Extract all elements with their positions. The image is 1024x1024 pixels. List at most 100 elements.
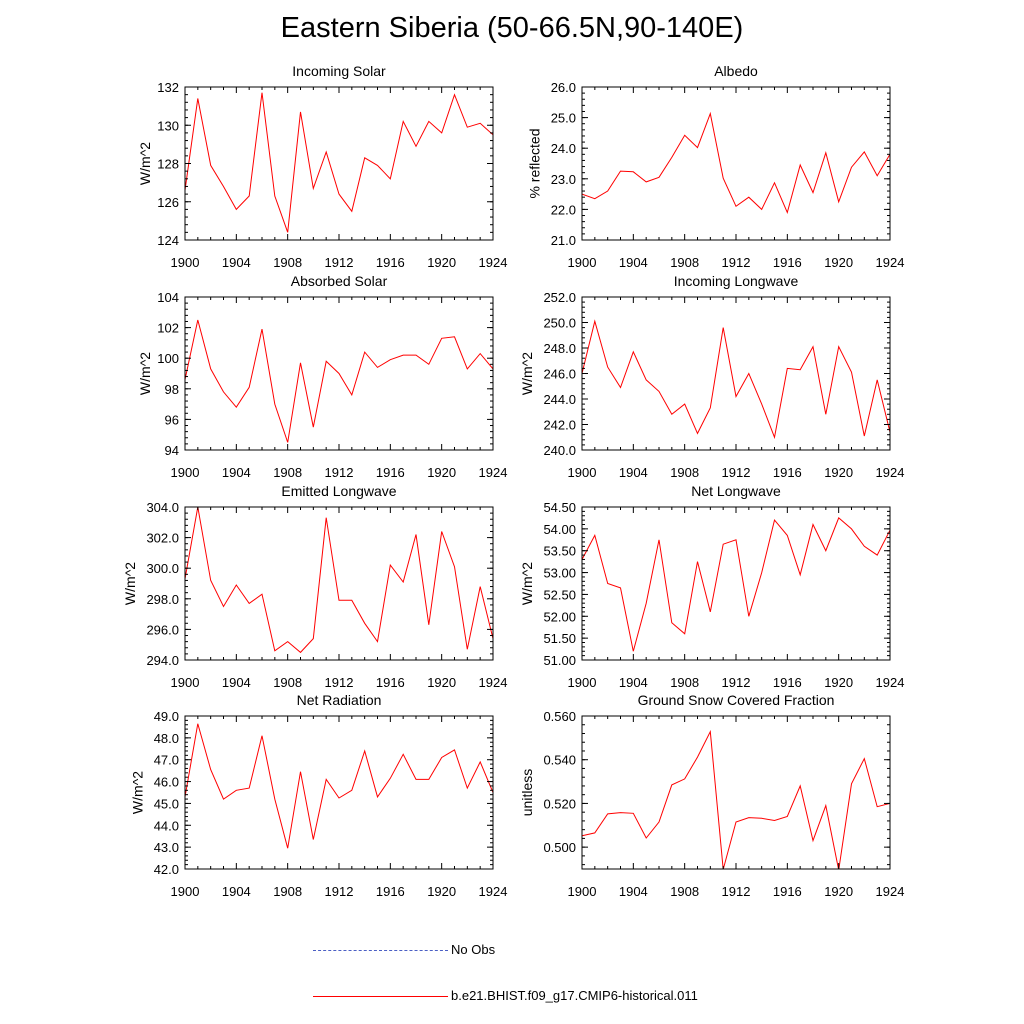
x-tick-label: 1900 xyxy=(171,255,200,270)
y-tick-label: 304.0 xyxy=(146,500,179,515)
x-tick-label: 1920 xyxy=(427,255,456,270)
x-tick-label: 1920 xyxy=(427,465,456,480)
chart-panel-1: 1900 1904 1908 1912 1916 1920 1924 124 126 128 130… xyxy=(137,63,507,270)
x-tick-label: 1912 xyxy=(325,884,354,899)
y-axis-label: W/m^2 xyxy=(519,352,535,395)
panel-title: Ground Snow Covered Fraction xyxy=(638,692,835,708)
x-tick-label: 1912 xyxy=(325,465,354,480)
x-tick-label: 1900 xyxy=(568,465,597,480)
series-line xyxy=(185,92,493,233)
panel-title: Albedo xyxy=(714,63,758,79)
y-tick-label: 49.0 xyxy=(154,709,179,724)
series-line xyxy=(185,507,493,654)
y-tick-label: 248.0 xyxy=(543,341,576,356)
legend-obs-label: No Obs xyxy=(451,942,496,957)
panel-title: Absorbed Solar xyxy=(291,273,388,289)
chart-panel-8: 1900 1904 1908 1912 1916 1920 1924 0.500 0.520 0.… xyxy=(519,692,904,899)
x-tick-label: 1900 xyxy=(171,675,200,690)
y-tick-label: 52.50 xyxy=(543,587,576,602)
series-line xyxy=(185,319,493,443)
y-tick-label: 54.50 xyxy=(543,500,576,515)
x-tick-label: 1912 xyxy=(722,675,751,690)
y-tick-label: 45.0 xyxy=(154,796,179,811)
x-tick-label: 1904 xyxy=(619,465,648,480)
y-tick-label: 102 xyxy=(157,321,179,336)
plot-frame xyxy=(184,506,494,661)
y-tick-label: 47.0 xyxy=(154,753,179,768)
plot-frame xyxy=(581,296,891,451)
y-tick-label: 44.0 xyxy=(154,818,179,833)
x-tick-label: 1916 xyxy=(773,675,802,690)
x-tick-label: 1908 xyxy=(273,255,302,270)
plot-frame xyxy=(184,86,494,241)
panel-title: Emitted Longwave xyxy=(281,483,396,499)
x-tick-label: 1900 xyxy=(568,884,597,899)
legend-model-line xyxy=(313,996,448,997)
x-tick-label: 1908 xyxy=(670,255,699,270)
chart-panel-5: 1900 1904 1908 1912 1916 1920 1924 294.0 296.0 29… xyxy=(122,483,507,690)
y-tick-label: 53.00 xyxy=(543,566,576,581)
chart-panel-7: 1900 1904 1908 1912 1916 1920 1924 42.0 43.0 44.0… xyxy=(130,692,508,899)
y-tick-label: 54.00 xyxy=(543,522,576,537)
chart-panel-4: 1900 1904 1908 1912 1916 1920 1924 240.0 242.0 24… xyxy=(519,273,904,480)
y-tick-label: 0.520 xyxy=(543,796,576,811)
y-tick-label: 244.0 xyxy=(543,392,576,407)
x-tick-label: 1924 xyxy=(479,675,508,690)
y-axis-label: % reflected xyxy=(527,128,543,198)
x-tick-label: 1904 xyxy=(619,675,648,690)
x-tick-label: 1916 xyxy=(376,884,405,899)
y-axis-label: W/m^2 xyxy=(519,562,535,605)
x-tick-label: 1920 xyxy=(824,675,853,690)
y-tick-label: 0.500 xyxy=(543,840,576,855)
y-tick-label: 252.0 xyxy=(543,290,576,305)
panel-title: Incoming Solar xyxy=(292,63,386,79)
x-tick-label: 1916 xyxy=(376,255,405,270)
y-tick-label: 100 xyxy=(157,351,179,366)
x-tick-label: 1912 xyxy=(325,255,354,270)
y-tick-label: 51.00 xyxy=(543,653,576,668)
y-tick-label: 21.0 xyxy=(551,233,576,248)
chart-panel-2: 1900 1904 1908 1912 1916 1920 1924 21.0 22.0 23.0… xyxy=(527,63,905,270)
plot-frame xyxy=(184,715,494,870)
x-tick-label: 1912 xyxy=(722,255,751,270)
x-tick-label: 1912 xyxy=(722,465,751,480)
x-tick-label: 1904 xyxy=(222,255,251,270)
y-axis-label: W/m^2 xyxy=(137,142,153,185)
series-line xyxy=(582,319,890,440)
y-tick-label: 242.0 xyxy=(543,418,576,433)
y-tick-label: 296.0 xyxy=(146,622,179,637)
y-tick-label: 48.0 xyxy=(154,731,179,746)
plot-frame xyxy=(581,715,891,870)
x-tick-label: 1912 xyxy=(325,675,354,690)
x-tick-label: 1900 xyxy=(171,884,200,899)
y-tick-label: 43.0 xyxy=(154,840,179,855)
panel-title: Net Radiation xyxy=(297,692,382,708)
y-tick-label: 132 xyxy=(157,80,179,95)
series-line xyxy=(582,517,890,652)
panel-title: Net Longwave xyxy=(691,483,781,499)
x-tick-label: 1904 xyxy=(222,675,251,690)
x-tick-label: 1908 xyxy=(670,465,699,480)
y-tick-label: 302.0 xyxy=(146,531,179,546)
y-tick-label: 42.0 xyxy=(154,862,179,877)
page-title: Eastern Siberia (50-66.5N,90-140E) xyxy=(280,12,744,44)
x-tick-label: 1900 xyxy=(171,465,200,480)
y-tick-label: 53.50 xyxy=(543,544,576,559)
y-tick-label: 298.0 xyxy=(146,592,179,607)
y-tick-label: 25.0 xyxy=(551,111,576,126)
x-tick-label: 1908 xyxy=(670,675,699,690)
y-tick-label: 26.0 xyxy=(551,80,576,95)
x-tick-label: 1920 xyxy=(824,465,853,480)
x-tick-label: 1908 xyxy=(273,465,302,480)
x-tick-label: 1900 xyxy=(568,675,597,690)
x-tick-label: 1904 xyxy=(619,255,648,270)
x-tick-label: 1908 xyxy=(273,884,302,899)
y-tick-label: 246.0 xyxy=(543,367,576,382)
x-tick-label: 1900 xyxy=(568,255,597,270)
y-tick-label: 96 xyxy=(165,412,179,427)
chart-panel-6: 1900 1904 1908 1912 1916 1920 1924 51.00 51.50 52… xyxy=(519,483,904,690)
y-tick-label: 300.0 xyxy=(146,561,179,576)
y-tick-label: 98 xyxy=(165,382,179,397)
x-tick-label: 1916 xyxy=(376,675,405,690)
plot-frame xyxy=(581,506,891,661)
